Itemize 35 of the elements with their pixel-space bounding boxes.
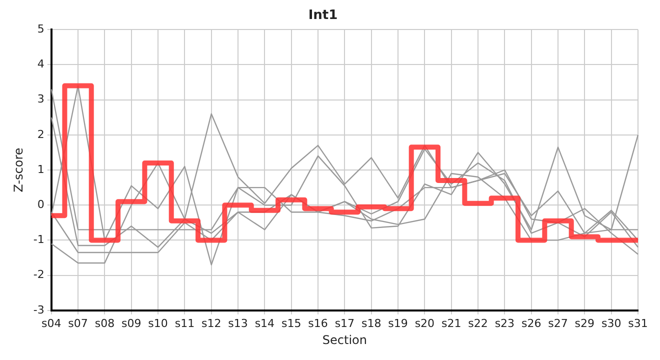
x-tick-label: s15 [281, 316, 302, 330]
x-tick-label: s08 [94, 316, 115, 330]
x-tick-label: s27 [548, 316, 568, 330]
x-tick-label: s14 [254, 316, 275, 330]
x-tick-label: s23 [494, 316, 515, 330]
x-tick-label: s16 [308, 316, 328, 330]
x-tick-label: s19 [388, 316, 408, 330]
x-tick-label: s30 [601, 316, 622, 330]
x-tick-label: s18 [361, 316, 382, 330]
x-tick-label: s09 [121, 316, 142, 330]
x-tick-label: s17 [334, 316, 355, 330]
x-tick-label: s26 [521, 316, 542, 330]
y-tick-label: 5 [37, 22, 44, 36]
y-tick-label: 4 [37, 58, 44, 71]
x-tick-label: s22 [468, 316, 488, 330]
y-tick-label: -1 [33, 233, 44, 246]
x-axis-title: Section [322, 332, 367, 347]
x-tick-label: s04 [42, 316, 62, 330]
x-tick-label: s12 [201, 316, 222, 330]
y-axis-title: Z-score [11, 148, 26, 192]
x-tick-label: s20 [414, 316, 435, 330]
y-tick-label: 1 [37, 162, 44, 176]
y-tick-label: 2 [37, 128, 44, 141]
x-tick-label: s13 [228, 316, 248, 330]
chart-title: Int1 [308, 8, 338, 24]
y-tick-label: 0 [37, 198, 44, 211]
y-tick-label: -3 [33, 303, 44, 316]
y-tick-label: -2 [33, 268, 44, 282]
x-tick-label: s29 [574, 316, 595, 330]
x-tick-label: s10 [148, 316, 168, 330]
y-tick-label: 3 [37, 92, 44, 106]
x-tick-label: s31 [628, 316, 648, 330]
x-tick-label: s07 [68, 316, 88, 330]
x-tick-label: s21 [441, 316, 462, 330]
x-tick-label: s11 [174, 316, 195, 330]
